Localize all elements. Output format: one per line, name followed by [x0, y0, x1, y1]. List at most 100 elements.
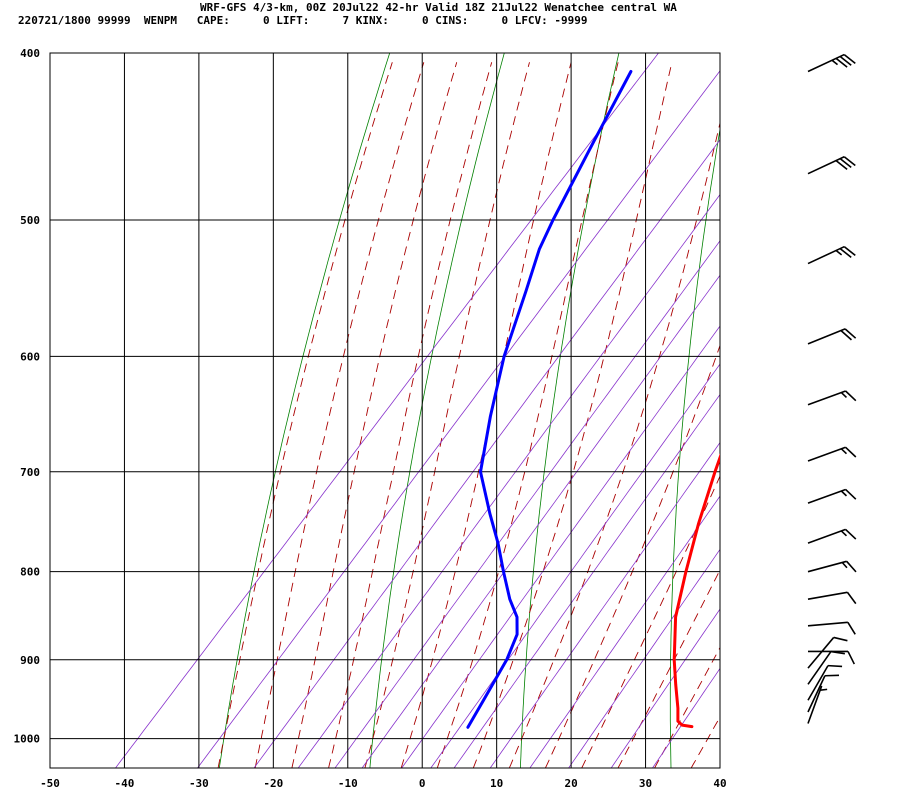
- barb-staff: [807, 651, 832, 685]
- moist-adiabat: [617, 568, 720, 768]
- profiles: [466, 70, 720, 729]
- dewpoint-line: [466, 70, 633, 729]
- mixing-ratio-lines: [115, 53, 720, 768]
- mixing-ratio-line: [652, 667, 720, 768]
- wind-barb: [807, 621, 856, 635]
- barb-staff: [807, 390, 846, 406]
- moist-adiabat: [254, 62, 425, 768]
- dry-adiabat: [520, 53, 620, 768]
- barb-half-feather: [841, 561, 848, 569]
- grid: [49, 52, 721, 769]
- mixing-ratio-line: [297, 193, 720, 768]
- y-tick-label: 400: [20, 47, 40, 60]
- mixing-ratio-line: [334, 240, 720, 768]
- mixing-ratio-line: [361, 274, 720, 768]
- barb-half-feather: [835, 249, 843, 256]
- barb-staff: [807, 156, 845, 175]
- barb-half-feather: [840, 490, 848, 497]
- barb-feather: [830, 650, 845, 655]
- mixing-ratio-line: [115, 53, 659, 768]
- barb-feather: [840, 329, 853, 341]
- mixing-ratio-line: [197, 70, 720, 768]
- mixing-ratio-line: [453, 393, 720, 768]
- barb-staff: [807, 591, 848, 601]
- mixing-ratio-line: [489, 441, 720, 768]
- wind-barb: [807, 528, 857, 544]
- moist-adiabat: [690, 716, 720, 768]
- barb-staff: [807, 636, 835, 669]
- barb-feather: [845, 488, 857, 500]
- y-tick-label: 1000: [14, 733, 41, 746]
- y-tick-label: 900: [20, 654, 40, 667]
- wind-barb: [807, 591, 857, 605]
- barb-staff: [807, 621, 848, 627]
- moist-adiabat: [217, 62, 393, 768]
- mixing-ratio-line: [401, 325, 720, 768]
- wind-barb: [807, 664, 843, 701]
- plot-frame: [49, 52, 721, 769]
- wind-barbs: [807, 53, 857, 724]
- temperature-line: [672, 453, 720, 729]
- x-tick-label: 0: [419, 777, 426, 790]
- wind-barb: [807, 560, 857, 573]
- y-tick-label: 600: [20, 350, 40, 363]
- barb-staff: [807, 560, 847, 573]
- wind-barb: [807, 636, 848, 669]
- moist-adiabat: [472, 62, 673, 768]
- moist-adiabat: [508, 121, 720, 768]
- barb-feather: [835, 57, 848, 68]
- wind-barb: [807, 674, 840, 713]
- sounding-indices: 220721/1800 99999 WENPM CAPE: 0 LIFT: 7 …: [18, 14, 588, 27]
- mixing-ratio-line: [529, 495, 720, 768]
- barb-half-feather: [840, 448, 848, 455]
- wind-barb: [807, 488, 857, 504]
- wind-barb: [807, 390, 857, 406]
- barb-feather: [846, 591, 857, 605]
- moist-adiabat: [654, 646, 720, 768]
- x-tick-label: 30: [639, 777, 652, 790]
- x-tick-label: -20: [263, 777, 283, 790]
- x-tick-labels: -50 -40 -30 -20 -10 0 10 20 30 40: [40, 777, 727, 790]
- barb-staff: [807, 328, 846, 345]
- moist-adiabat: [581, 475, 720, 768]
- mixing-ratio-line: [610, 608, 720, 768]
- barb-half-feather: [840, 530, 848, 537]
- barb-feather: [847, 621, 856, 635]
- barb-half-feather: [820, 688, 828, 691]
- x-tick-label: -10: [338, 777, 358, 790]
- barb-staff: [807, 528, 846, 544]
- barb-staff: [807, 685, 823, 724]
- wind-barb: [807, 53, 856, 73]
- plot-area: [115, 53, 720, 768]
- barb-half-feather: [840, 391, 848, 398]
- mixing-ratio-line: [253, 139, 720, 768]
- wind-barb: [807, 156, 856, 175]
- barb-feather: [835, 159, 848, 170]
- barb-feather: [827, 664, 843, 668]
- barb-feather: [843, 156, 856, 167]
- barb-feather: [844, 328, 857, 339]
- wind-barb: [807, 650, 845, 685]
- barb-staff: [807, 675, 826, 713]
- moist-adiabat: [364, 62, 530, 768]
- moist-adiabats: [217, 62, 720, 768]
- x-tick-label: -50: [40, 777, 60, 790]
- y-tick-label: 800: [20, 566, 40, 579]
- barb-feather: [843, 53, 856, 64]
- barb-feather: [845, 528, 857, 540]
- wind-barb: [807, 685, 828, 724]
- wind-barb: [807, 245, 856, 265]
- mixing-ratio-line: [568, 548, 720, 768]
- x-tick-label: 40: [713, 777, 726, 790]
- x-tick-label: -40: [115, 777, 135, 790]
- y-tick-labels: 400 500 600 700 800 900 1000: [14, 47, 41, 746]
- barb-feather: [845, 390, 857, 402]
- wind-barb: [808, 650, 856, 665]
- y-tick-label: 700: [20, 466, 40, 479]
- x-tick-label: 10: [490, 777, 503, 790]
- x-tick-label: 20: [564, 777, 577, 790]
- barb-feather: [839, 247, 852, 258]
- wind-barb: [807, 328, 857, 345]
